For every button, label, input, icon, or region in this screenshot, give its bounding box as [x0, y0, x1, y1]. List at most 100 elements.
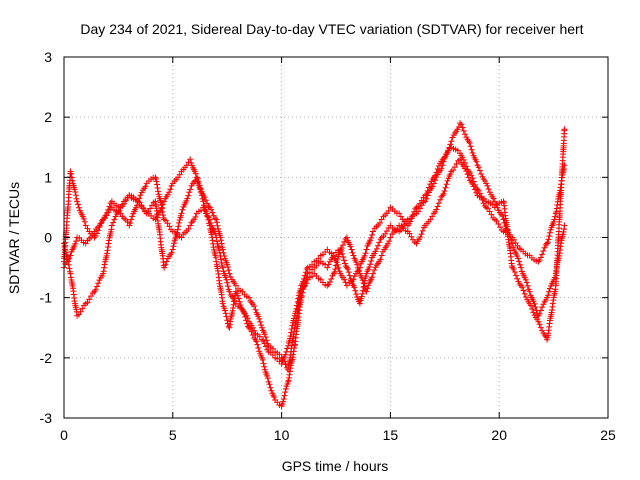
data-point-interp — [434, 165, 441, 172]
data-point-interp — [248, 328, 255, 335]
data-point-interp — [264, 375, 271, 382]
axis-ticks: 0 5 10 15 20 25 -3 -2 -1 0 1 2 3 — [40, 49, 616, 443]
data-point-interp — [427, 181, 434, 188]
data-point-interp — [529, 306, 536, 313]
data-point — [396, 210, 403, 217]
data-point-interp — [408, 233, 415, 240]
data-point-interp — [488, 211, 495, 218]
data-point-interp — [201, 207, 208, 214]
data-point — [457, 156, 464, 163]
x-tick-label: 15 — [383, 427, 399, 443]
data-point-interp — [366, 264, 373, 271]
data-point-interp — [281, 392, 288, 399]
data-point-interp — [170, 243, 177, 250]
data-point-interp — [473, 189, 480, 196]
data-point-interp — [546, 288, 553, 295]
data-point-interp — [440, 190, 447, 197]
data-point — [161, 198, 168, 205]
data-point-interp — [407, 218, 414, 225]
data-point-interp — [416, 200, 423, 207]
data-point-interp — [473, 158, 480, 165]
data-point-interp — [536, 257, 543, 264]
data-point-interp — [524, 282, 531, 289]
data-marks — [61, 120, 568, 409]
data-point-interp — [409, 212, 416, 219]
data-point-interp — [72, 192, 79, 199]
data-point-interp — [243, 312, 250, 319]
data-point-interp — [259, 356, 266, 363]
data-point-interp — [546, 229, 553, 236]
data-point-interp — [385, 207, 392, 214]
data-point-interp — [326, 278, 333, 285]
data-point-interp — [451, 164, 458, 171]
data-point-interp — [105, 206, 112, 213]
data-point-interp — [236, 298, 243, 305]
data-point-interp — [72, 189, 79, 196]
data-point-interp — [537, 307, 544, 314]
data-point-interp — [435, 162, 442, 169]
data-point-interp — [371, 266, 378, 273]
data-point-interp — [441, 188, 448, 195]
data-point — [509, 240, 516, 247]
data-point-interp — [174, 229, 181, 236]
data-point-interp — [92, 286, 99, 293]
data-point-interp — [66, 265, 73, 272]
data-point-interp — [384, 240, 391, 247]
data-point-interp — [417, 233, 424, 240]
data-point-interp — [197, 185, 204, 192]
data-point-interp — [162, 261, 169, 268]
data-point-interp — [411, 208, 418, 215]
data-point-interp — [539, 304, 546, 311]
data-point-interp — [470, 183, 477, 190]
data-point-interp — [280, 398, 287, 405]
data-point-interp — [374, 242, 381, 249]
data-point-interp — [368, 234, 375, 241]
data-point-interp — [516, 258, 523, 265]
data-point — [219, 246, 226, 253]
data-point-interp — [141, 206, 148, 213]
data-point-interp — [152, 175, 159, 182]
data-point-interp — [468, 146, 475, 153]
data-point-interp — [432, 172, 439, 179]
data-point-interp — [537, 254, 544, 261]
data-point-interp — [207, 220, 214, 227]
data-point — [350, 276, 357, 283]
data-point-interp — [188, 219, 195, 226]
data-point-interp — [73, 195, 80, 202]
data-point-interp — [227, 273, 234, 280]
data-point-interp — [65, 261, 72, 268]
data-point — [193, 174, 200, 181]
data-point-interp — [511, 268, 518, 275]
data-point-interp — [369, 274, 376, 281]
data-point-interp — [303, 280, 310, 287]
data-point-interp — [269, 345, 276, 352]
data-point-interp — [271, 394, 278, 401]
data-point-interp — [93, 283, 100, 290]
data-point-interp — [495, 220, 502, 227]
data-point-interp — [333, 262, 339, 269]
data-point-interp — [80, 215, 87, 222]
x-tick-label: 25 — [600, 427, 616, 443]
data-point-interp — [353, 259, 360, 266]
data-point-interp — [442, 184, 449, 191]
data-point-interp — [255, 345, 262, 352]
data-point-interp — [358, 293, 365, 300]
data-point-interp — [122, 197, 129, 204]
data-point-interp — [458, 121, 465, 128]
data-point — [491, 198, 498, 205]
data-point — [161, 264, 168, 271]
data-point-interp — [153, 178, 160, 185]
data-point — [330, 270, 337, 277]
data-point-interp — [353, 291, 360, 298]
data-point-interp — [530, 309, 537, 316]
data-point-interp — [213, 219, 220, 226]
data-point-interp — [185, 226, 192, 233]
data-point — [369, 228, 376, 235]
data-point — [259, 324, 266, 331]
data-point-interp — [484, 182, 491, 189]
data-point-interp — [154, 184, 161, 191]
data-point-interp — [485, 186, 492, 193]
data-point-interp — [544, 239, 551, 246]
data-point-interp — [444, 177, 451, 184]
